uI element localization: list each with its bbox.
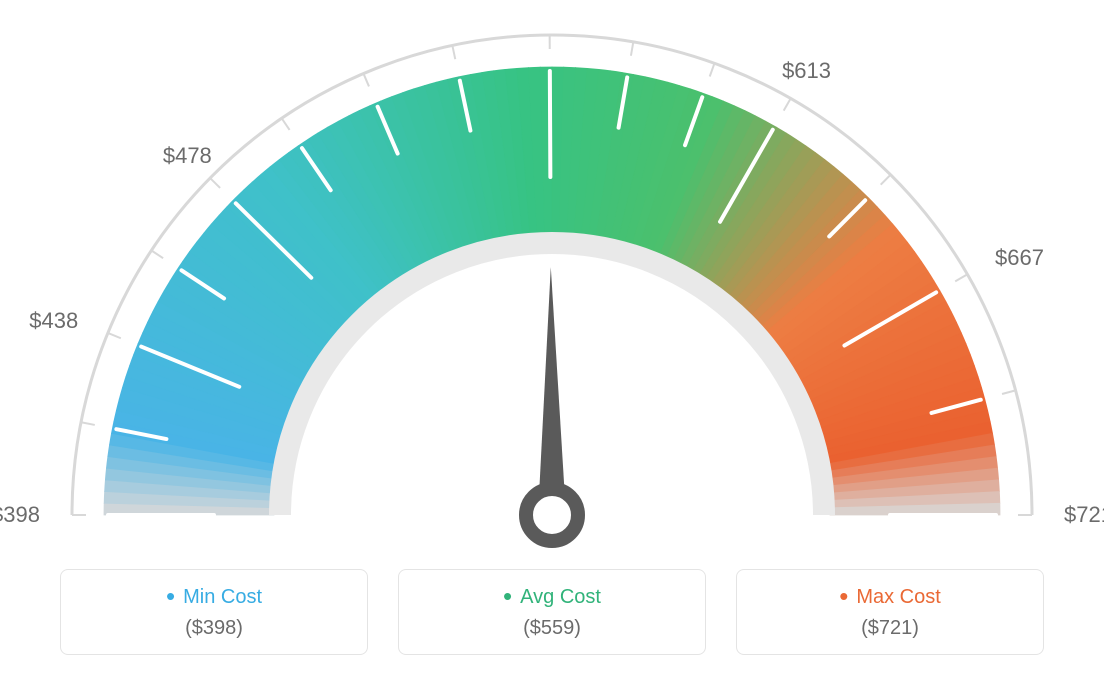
- legend-card-min: Min Cost ($398): [60, 569, 368, 655]
- gauge-tick-label: $398: [0, 502, 40, 528]
- legend-avg-title: Avg Cost: [409, 586, 695, 609]
- legend-min-value: ($398): [71, 617, 357, 640]
- legend-max-title: Max Cost: [747, 586, 1033, 609]
- gauge-svg: [0, 0, 1104, 560]
- gauge-tick-label: $613: [782, 58, 831, 84]
- legend-avg-value: ($559): [409, 617, 695, 640]
- gauge-tick-label: $478: [163, 143, 212, 169]
- gauge-tick-label: $721: [1064, 502, 1104, 528]
- legend-min-title: Min Cost: [71, 586, 357, 609]
- gauge-tick-label: $559: [525, 0, 574, 3]
- legend-max-value: ($721): [747, 617, 1033, 640]
- gauge-tick-label: $438: [29, 308, 78, 334]
- gauge-tick-label: $667: [995, 245, 1044, 271]
- legend-row: Min Cost ($398) Avg Cost ($559) Max Cost…: [60, 569, 1044, 655]
- gauge-chart: $398 $438 $478 $559 $613 $667 $721: [0, 0, 1104, 560]
- legend-card-max: Max Cost ($721): [736, 569, 1044, 655]
- legend-card-avg: Avg Cost ($559): [398, 569, 706, 655]
